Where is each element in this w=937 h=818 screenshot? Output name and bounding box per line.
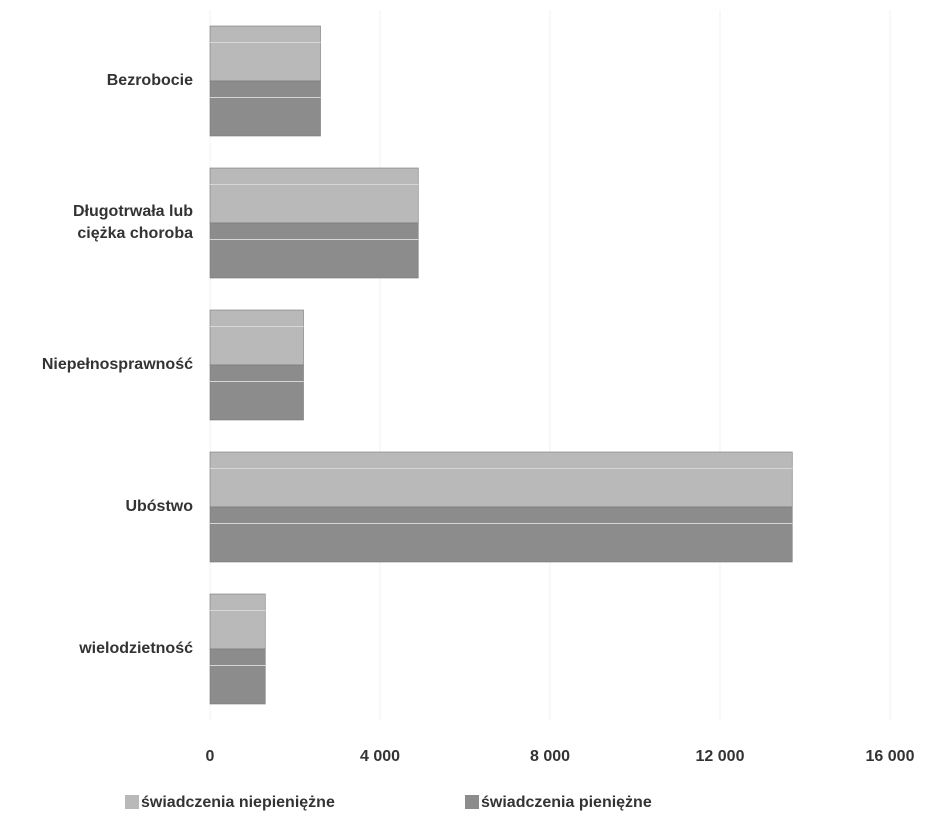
x-tick-label: 8 000	[530, 748, 570, 765]
x-tick-label: 16 000	[866, 748, 915, 765]
legend-item: świadczenia niepieniężne	[125, 794, 335, 811]
x-tick-label: 4 000	[360, 748, 400, 765]
y-tick-label: Długotrwała lub ciężka choroba	[73, 203, 193, 242]
y-tick-label: Niepełnosprawność	[42, 356, 193, 373]
legend-label: świadczenia niepieniężne	[141, 794, 335, 811]
y-tick-label: wielodzietność	[78, 640, 193, 657]
bar	[209, 222, 419, 279]
bar	[209, 80, 321, 137]
legend-item: świadczenia pieniężne	[465, 794, 652, 811]
y-tick-label: Bezrobocie	[107, 72, 193, 89]
bar	[209, 364, 304, 421]
x-tick-label: 0	[206, 748, 215, 765]
legend-swatch	[125, 795, 139, 809]
y-tick-label: Ubóstwo	[125, 498, 193, 515]
legend-swatch	[465, 795, 479, 809]
bar	[209, 309, 304, 366]
bar	[209, 167, 419, 224]
bar	[209, 451, 793, 508]
bar	[209, 25, 321, 82]
bar	[209, 593, 266, 650]
x-tick-label: 12 000	[696, 748, 745, 765]
legend-label: świadczenia pieniężne	[481, 794, 652, 811]
bar	[209, 506, 793, 563]
bar	[209, 648, 266, 705]
